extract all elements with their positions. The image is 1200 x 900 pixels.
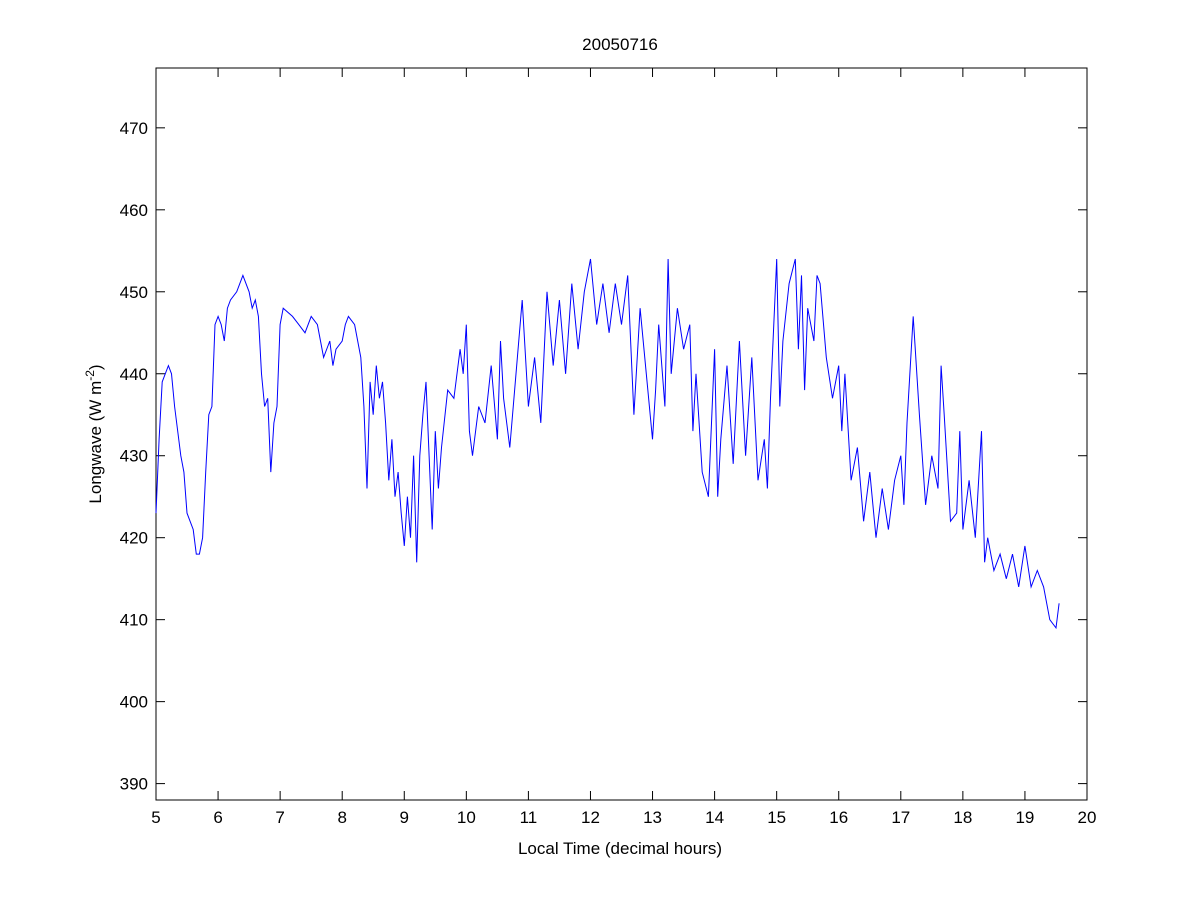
y-tick-label: 460	[120, 201, 148, 220]
series-line-longwave	[155, 258, 1060, 630]
x-tick-label: 19	[1015, 808, 1034, 827]
x-tick-label: 11	[520, 808, 538, 827]
y-tick-label: 400	[120, 693, 148, 712]
y-tick-label: 390	[120, 775, 148, 794]
y-tick-label: 420	[120, 529, 148, 548]
x-tick-label: 16	[829, 808, 848, 827]
x-tick-label: 7	[275, 808, 284, 827]
y-tick-label: 470	[120, 119, 148, 138]
chart-title: 20050716	[582, 35, 658, 54]
x-tick-label: 9	[400, 808, 409, 827]
x-tick-label: 10	[457, 808, 476, 827]
x-tick-label: 14	[705, 808, 724, 827]
x-tick-label: 18	[953, 808, 972, 827]
y-tick-label: 430	[120, 447, 148, 466]
y-axis-label-suffix: )	[86, 364, 105, 370]
y-axis-label: Longwave (W m-2)	[83, 364, 105, 503]
y-axis-label-main: Longwave (W m	[86, 381, 105, 504]
x-tick-label: 8	[337, 808, 346, 827]
y-axis-label-exponent: -2	[83, 370, 97, 381]
x-tick-label: 13	[643, 808, 662, 827]
plot-area	[155, 67, 1088, 801]
x-axis-label: Local Time (decimal hours)	[518, 839, 722, 858]
y-tick-label: 440	[120, 365, 148, 384]
y-tick-label: 450	[120, 283, 148, 302]
x-tick-label: 20	[1078, 808, 1097, 827]
x-tick-label: 17	[891, 808, 910, 827]
x-tick-label: 15	[767, 808, 786, 827]
x-tick-label: 5	[151, 808, 160, 827]
x-tick-label: 12	[581, 808, 600, 827]
y-tick-label: 410	[120, 611, 148, 630]
x-tick-label: 6	[213, 808, 222, 827]
